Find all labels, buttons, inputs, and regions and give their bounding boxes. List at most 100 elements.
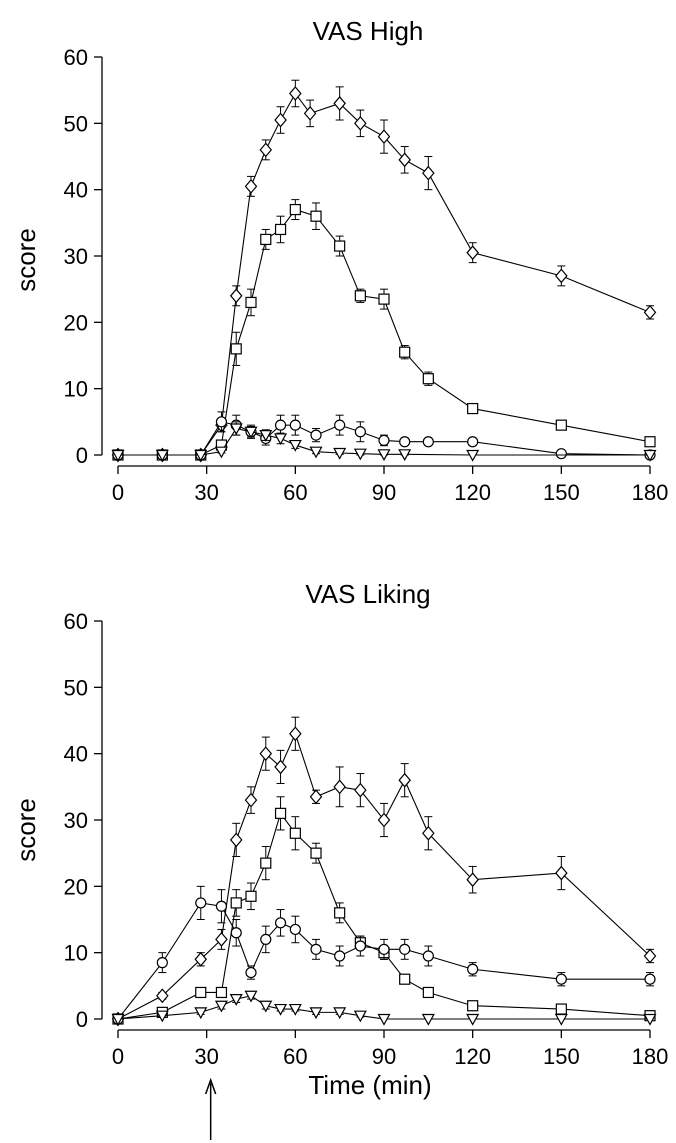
chart-title: VAS High	[313, 16, 424, 46]
circle-marker	[289, 419, 301, 431]
square-marker	[274, 807, 287, 819]
square-marker	[467, 402, 479, 415]
x-tick-label: 180	[632, 1044, 669, 1069]
diamond-marker	[289, 726, 302, 742]
circle-marker	[378, 434, 390, 447]
diamond-marker	[259, 142, 273, 158]
square-marker	[422, 373, 434, 385]
diamond-marker	[398, 152, 411, 168]
diamond-marker	[333, 779, 346, 795]
x-tick-label: 120	[454, 480, 491, 505]
triangle-marker	[377, 1013, 391, 1026]
triangle-marker	[353, 1010, 367, 1023]
square-marker	[644, 436, 656, 448]
circle-marker	[422, 436, 434, 448]
y-tick-label: 40	[64, 178, 88, 203]
triangle-marker	[229, 423, 243, 436]
y-tick-label: 0	[76, 443, 88, 468]
circle-marker	[467, 436, 479, 448]
x-tick-label: 90	[372, 480, 396, 505]
diamond-marker	[354, 115, 367, 131]
x-tick-label: 0	[112, 480, 124, 505]
diamond-marker	[422, 165, 435, 181]
x-axis-label: Time (min)	[308, 1070, 431, 1100]
circle-marker	[644, 973, 656, 985]
annotations	[204, 1077, 217, 1140]
triangle-marker	[643, 449, 657, 462]
diamond-marker	[303, 105, 317, 121]
circle-marker	[467, 963, 479, 975]
diamond-marker	[274, 759, 287, 775]
triangle-down-series	[111, 421, 657, 462]
triangle-marker	[353, 448, 367, 461]
square-marker	[230, 343, 242, 355]
diamond-marker	[215, 931, 228, 947]
diamond-marker	[333, 96, 346, 111]
circle-marker	[274, 419, 287, 431]
series-line	[118, 92, 651, 456]
triangle-marker	[554, 1013, 568, 1026]
diamond-marker	[289, 86, 302, 101]
circle-marker	[310, 429, 322, 441]
diamond-marker	[466, 872, 479, 888]
triangle-marker	[111, 449, 125, 462]
circle-marker	[334, 419, 346, 431]
circle-marker	[555, 448, 567, 460]
x-tick-label: 60	[283, 480, 307, 505]
circle-marker	[399, 943, 411, 955]
triangle-marker	[244, 990, 258, 1003]
square-marker	[334, 907, 346, 919]
y-tick-label: 10	[64, 941, 88, 966]
triangle-marker	[643, 1013, 657, 1026]
square-marker	[399, 973, 411, 985]
diamond-series	[111, 716, 657, 1027]
square-marker	[555, 419, 567, 431]
circle-marker	[354, 426, 366, 438]
y-axis-label: score	[11, 228, 41, 292]
diamond-marker	[354, 782, 367, 798]
square-marker	[399, 346, 411, 358]
diamond-marker	[244, 178, 258, 194]
y-tick-label: 20	[64, 310, 88, 335]
diamond-marker	[309, 789, 323, 805]
triangle-marker	[333, 1007, 347, 1020]
diamond-marker	[398, 772, 411, 788]
circle-marker	[274, 917, 287, 929]
triangle-marker	[377, 449, 391, 462]
x-tick-label: 180	[632, 480, 669, 505]
chart-vas-liking: VAS Liking score Time (min) 0 10 20 30 40 50 6…	[11, 579, 668, 1140]
square-marker	[310, 210, 322, 222]
triangle-marker	[229, 993, 243, 1006]
triangle-marker	[466, 449, 480, 462]
diamond-marker	[466, 245, 479, 261]
circle-marker	[195, 897, 207, 909]
triangle-marker	[155, 449, 169, 462]
y-tick-label: 30	[64, 244, 88, 269]
triangle-marker	[466, 1013, 480, 1026]
x-tick-label: 120	[454, 1044, 491, 1069]
y-tick-label: 50	[64, 675, 88, 700]
x-tick-label: 30	[194, 480, 218, 505]
chart-title: VAS Liking	[305, 579, 430, 609]
triangle-down-series	[111, 990, 657, 1026]
triangle-marker	[194, 449, 208, 462]
square-marker	[215, 986, 228, 999]
diamond-marker	[377, 129, 391, 145]
square-marker	[422, 986, 434, 999]
triangle-marker	[288, 1003, 302, 1016]
arrow-head	[204, 1077, 217, 1095]
square-marker	[289, 827, 301, 839]
y-tick-label: 50	[64, 111, 88, 136]
y-tick-label: 20	[64, 874, 88, 899]
circle-marker	[230, 927, 242, 939]
diamond-marker	[643, 948, 657, 964]
square-marker	[289, 203, 301, 216]
circle-marker	[399, 436, 411, 448]
square-marker	[260, 857, 272, 869]
x-tick-label: 30	[194, 1044, 218, 1069]
axes	[94, 620, 651, 1038]
diamond-marker	[422, 825, 435, 841]
y-tick-label: 60	[64, 609, 88, 634]
x-tick-label: 150	[543, 480, 580, 505]
